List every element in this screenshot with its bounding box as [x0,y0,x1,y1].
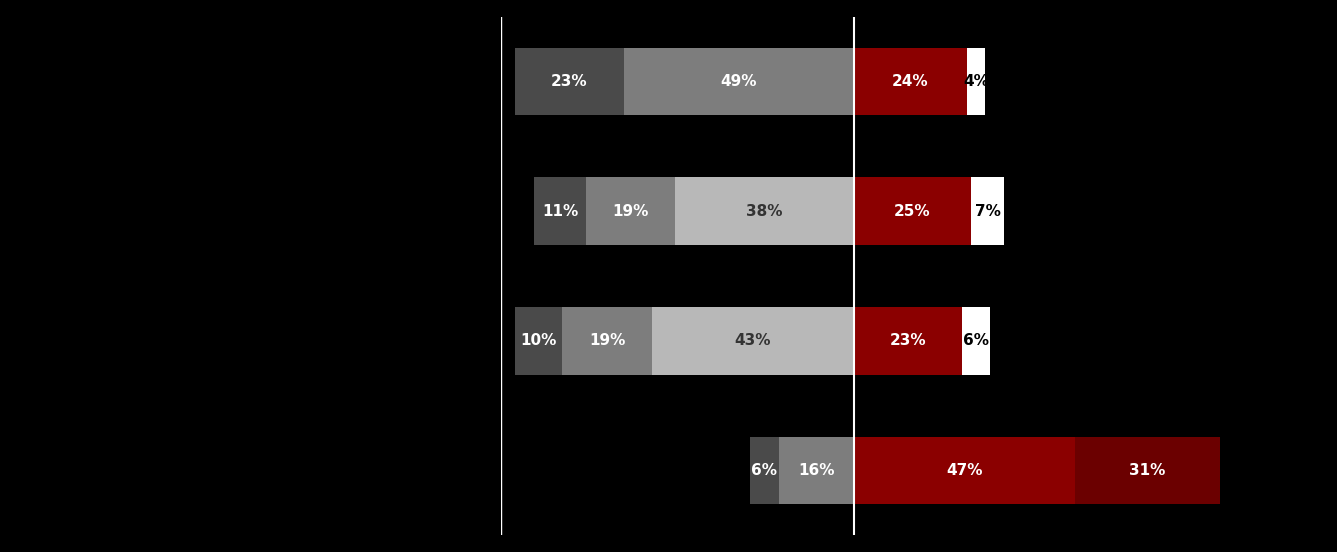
Bar [535,177,586,245]
Text: 6%: 6% [751,463,778,478]
Bar [967,47,985,115]
Text: 24%: 24% [892,74,928,89]
Text: 31%: 31% [1130,463,1166,478]
Bar [971,177,1004,245]
Bar [961,307,989,375]
Bar [675,177,854,245]
Text: 23%: 23% [551,74,588,89]
Bar [1075,437,1221,505]
Bar [778,437,854,505]
Text: 25%: 25% [894,204,931,219]
Text: 6%: 6% [963,333,989,348]
Text: 47%: 47% [947,463,983,478]
Bar [854,307,961,375]
Text: 7%: 7% [975,204,1000,219]
Text: 19%: 19% [612,204,648,219]
Bar [854,437,1075,505]
Text: 23%: 23% [889,333,927,348]
Bar [623,47,854,115]
Text: 16%: 16% [798,463,834,478]
Text: 10%: 10% [521,333,558,348]
Text: 38%: 38% [746,204,782,219]
Text: 4%: 4% [963,74,989,89]
Bar [563,307,651,375]
Bar [854,47,967,115]
Bar [586,177,675,245]
Text: 43%: 43% [734,333,771,348]
Bar [750,437,778,505]
Text: 19%: 19% [588,333,626,348]
Text: 11%: 11% [541,204,578,219]
Bar [516,307,563,375]
Bar [651,307,854,375]
Text: 49%: 49% [721,74,757,89]
Bar [854,177,971,245]
Bar [516,47,623,115]
